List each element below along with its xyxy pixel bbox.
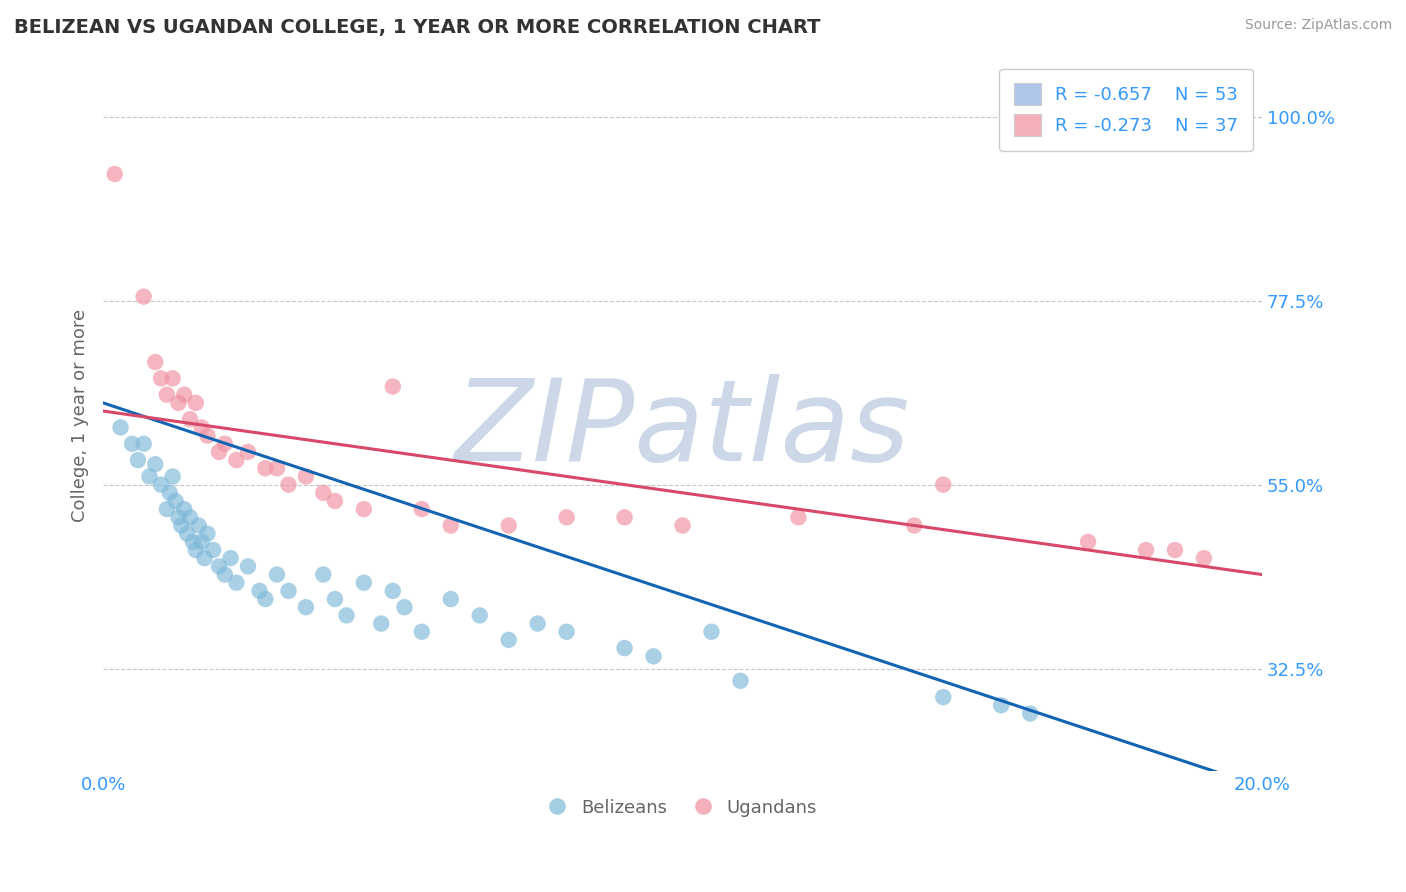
Point [295, 600, 318, 615]
Point [266, 567, 288, 582]
Point [179, 412, 201, 426]
Point [555, 624, 578, 639]
Point [411, 624, 433, 639]
Point [184, 396, 207, 410]
Point [236, 445, 259, 459]
Point [181, 534, 204, 549]
Point [110, 420, 132, 434]
Point [184, 543, 207, 558]
Point [700, 624, 723, 639]
Point [197, 526, 219, 541]
Point [1077, 534, 1099, 549]
Point [1192, 551, 1215, 566]
Point [165, 494, 187, 508]
Point [225, 575, 247, 590]
Point [353, 575, 375, 590]
Point [1135, 543, 1157, 558]
Point [197, 428, 219, 442]
Point [150, 371, 173, 385]
Point [323, 592, 346, 607]
Point [143, 457, 166, 471]
Point [156, 502, 179, 516]
Point [312, 567, 335, 582]
Point [370, 616, 392, 631]
Point [162, 469, 184, 483]
Point [156, 388, 179, 402]
Point [613, 641, 636, 656]
Text: Source: ZipAtlas.com: Source: ZipAtlas.com [1244, 18, 1392, 32]
Point [468, 608, 491, 623]
Point [353, 502, 375, 516]
Point [394, 600, 416, 615]
Point [932, 690, 955, 705]
Point [295, 469, 318, 483]
Point [249, 583, 271, 598]
Point [150, 477, 173, 491]
Point [132, 436, 155, 450]
Point [214, 567, 236, 582]
Point [173, 388, 195, 402]
Point [335, 608, 357, 623]
Point [277, 477, 299, 491]
Point [730, 673, 752, 688]
Point [903, 518, 925, 533]
Point [498, 632, 520, 647]
Legend: Belizeans, Ugandans: Belizeans, Ugandans [540, 789, 825, 826]
Point [323, 494, 346, 508]
Point [526, 616, 548, 631]
Point [143, 355, 166, 369]
Point [167, 396, 190, 410]
Y-axis label: College, 1 year or more: College, 1 year or more [72, 309, 89, 522]
Point [208, 445, 231, 459]
Point [170, 518, 193, 533]
Point [254, 592, 277, 607]
Point [381, 583, 404, 598]
Point [643, 649, 665, 664]
Point [193, 551, 215, 566]
Point [190, 534, 212, 549]
Point [440, 592, 463, 607]
Point [266, 461, 288, 475]
Point [671, 518, 693, 533]
Point [312, 485, 335, 500]
Point [127, 453, 149, 467]
Point [236, 559, 259, 574]
Point [225, 453, 247, 467]
Point [381, 379, 404, 393]
Point [990, 698, 1012, 713]
Point [440, 518, 463, 533]
Text: ZIPatlas: ZIPatlas [454, 374, 910, 485]
Point [1019, 706, 1042, 721]
Point [187, 518, 209, 533]
Point [555, 510, 578, 524]
Point [208, 559, 231, 574]
Point [1164, 543, 1187, 558]
Point [179, 510, 201, 524]
Point [159, 485, 181, 500]
Point [138, 469, 160, 483]
Point [613, 510, 636, 524]
Point [411, 502, 433, 516]
Point [277, 583, 299, 598]
Point [190, 420, 212, 434]
Point [202, 543, 225, 558]
Text: BELIZEAN VS UGANDAN COLLEGE, 1 YEAR OR MORE CORRELATION CHART: BELIZEAN VS UGANDAN COLLEGE, 1 YEAR OR M… [14, 18, 821, 37]
Point [219, 551, 242, 566]
Point [787, 510, 810, 524]
Point [121, 436, 143, 450]
Point [176, 526, 198, 541]
Point [167, 510, 190, 524]
Point [132, 290, 155, 304]
Point [214, 436, 236, 450]
Point [173, 502, 195, 516]
Point [254, 461, 277, 475]
Point [498, 518, 520, 533]
Point [104, 167, 127, 181]
Point [162, 371, 184, 385]
Point [932, 477, 955, 491]
